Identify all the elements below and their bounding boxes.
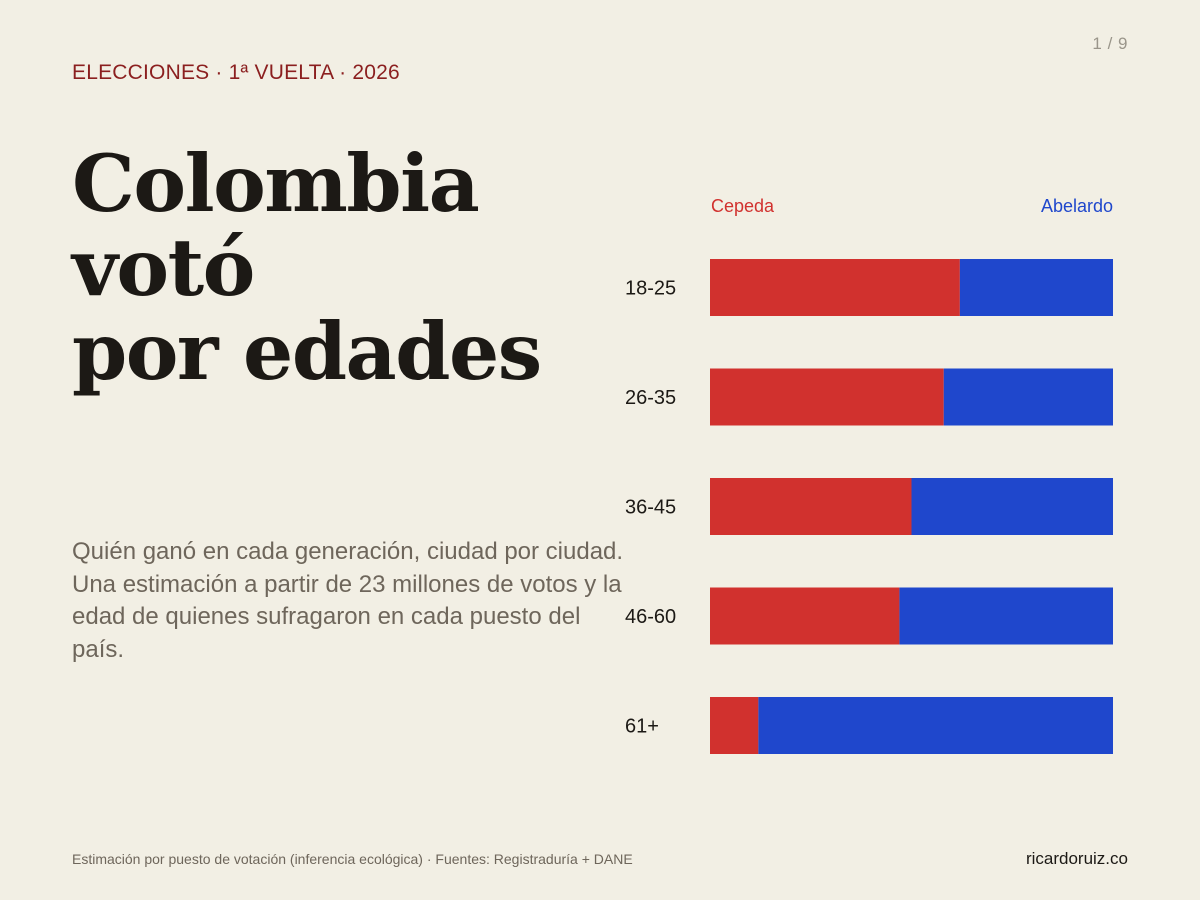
footer-source: Estimación por puesto de votación (infer…	[72, 851, 633, 867]
bar-cepeda-18-25	[710, 259, 960, 316]
age-label-36-45: 36-45	[625, 497, 676, 519]
subtitle: Quién ganó en cada generación, ciudad po…	[72, 538, 624, 663]
legend-entry-cepeda: Cepeda	[711, 196, 775, 216]
page-title-line-2: por edades	[72, 305, 542, 398]
page-title: Colombia votó por edades	[72, 142, 672, 394]
bar-abelardo-18-25	[959, 259, 1113, 316]
age-label-18-25: 18-25	[625, 278, 676, 300]
page-counter: 1 / 9	[1092, 34, 1128, 53]
age-label-46-60: 46-60	[625, 606, 676, 628]
bar-abelardo-26-35	[943, 368, 1113, 426]
bar-abelardo-46-60	[899, 587, 1113, 645]
bar-cepeda-46-60	[710, 587, 900, 645]
age-label-26-35: 26-35	[625, 387, 676, 409]
bar-cepeda-26-35	[710, 368, 944, 426]
bar-abelardo-36-45	[911, 478, 1113, 535]
legend-entry-abelardo: Abelardo	[1040, 196, 1113, 216]
bar-cepeda-61plus	[710, 697, 759, 754]
footer-site[interactable]: ricardoruiz.co	[1025, 849, 1128, 868]
bar-cepeda-36-45	[710, 478, 912, 535]
chart-legend: Cepeda Abelardo	[710, 196, 1113, 220]
page-title-line-1: Colombia votó	[72, 137, 480, 314]
bar-abelardo-61plus	[758, 697, 1113, 754]
kicker: ELECCIONES · 1ª VUELTA · 2026	[72, 61, 400, 84]
age-label-61plus: 61+	[625, 716, 659, 738]
age-bar-chart: 18-25 26-35 36-45 46-60 61+	[625, 259, 1113, 754]
